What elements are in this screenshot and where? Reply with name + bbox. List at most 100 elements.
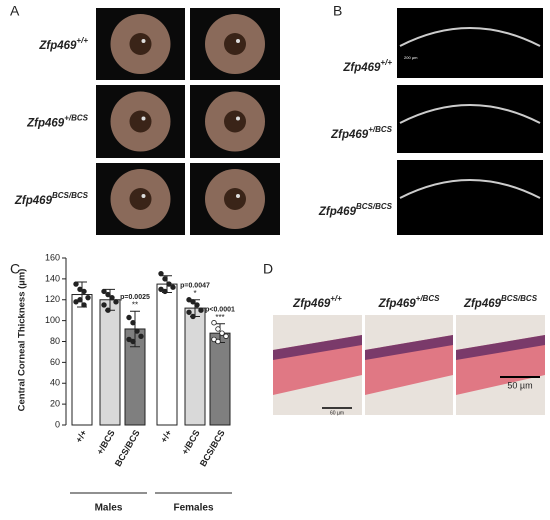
genotype-label: Zfp469+/BCS [26, 114, 89, 130]
data-point [126, 314, 132, 321]
y-tick-label: 120 [45, 294, 60, 304]
photo-glint [141, 116, 146, 121]
y-axis-title: Central Corneal Thickness (µm) [17, 269, 28, 412]
x-tick-label: BCS/BCS [113, 428, 142, 468]
data-point [194, 302, 200, 308]
scale-label: 60 µm [330, 410, 344, 416]
data-point [215, 326, 221, 332]
data-point [223, 333, 229, 339]
group-label: Females [173, 503, 213, 514]
x-tick-label: +/+ [159, 428, 174, 444]
significance: *** [215, 313, 224, 322]
y-tick-label: 100 [45, 315, 60, 325]
scale-label: 200 µm [404, 55, 418, 60]
p-value: p<0.0001 [205, 307, 235, 314]
genotype-label: Zfp469+/BCS [378, 294, 441, 310]
epithelium [456, 335, 545, 360]
genotype-label: Zfp469+/+ [342, 58, 392, 74]
data-point [134, 328, 140, 334]
scale-label: 50 µm [507, 380, 532, 390]
genotype-label: Zfp469+/+ [292, 294, 342, 310]
data-point [77, 297, 83, 303]
oct-image [397, 8, 543, 78]
x-tick-label: +/BCS [95, 428, 117, 456]
oct-cornea [399, 27, 541, 47]
allele: +/+ [330, 294, 342, 303]
bar [156, 283, 178, 426]
gene: Zfp469 [292, 298, 331, 310]
data-point [158, 270, 164, 277]
bar [71, 294, 93, 426]
allele: +/BCS [368, 125, 392, 134]
y-tick-label: 0 [55, 419, 60, 429]
data-point [81, 288, 87, 295]
photo-eye [224, 33, 246, 55]
data-point [186, 309, 192, 315]
epithelium [273, 335, 362, 360]
photo-glint [236, 116, 240, 121]
y-tick-label: 140 [45, 273, 60, 283]
bar [99, 299, 121, 426]
oct-cornea [399, 104, 541, 124]
genotype-label: Zfp469+/+ [38, 36, 88, 52]
genotype-label: Zfp469BCS/BCS [14, 191, 89, 207]
photo-glint [236, 39, 240, 43]
gene: Zfp469 [378, 298, 417, 310]
data-point [130, 320, 136, 326]
data-point [81, 302, 87, 308]
gene: Zfp469 [38, 40, 77, 52]
gene: Zfp469 [330, 129, 369, 141]
data-point [190, 299, 196, 305]
photo-eye [129, 110, 152, 133]
data-point [170, 284, 176, 290]
y-tick-label: 80 [50, 336, 60, 346]
data-point [105, 307, 111, 313]
gene: Zfp469 [463, 298, 502, 310]
data-point [105, 291, 111, 298]
photo-eye [224, 188, 246, 210]
y-tick-label: 60 [50, 357, 60, 367]
allele: BCS/BCS [501, 294, 538, 303]
panel-label: B [333, 3, 342, 19]
genotype-label: Zfp469BCS/BCS [463, 294, 538, 310]
gene: Zfp469 [318, 206, 357, 218]
x-tick-label: +/BCS [180, 428, 202, 456]
genotype-label: Zfp469+/BCS [330, 125, 393, 141]
significance: * [193, 289, 196, 298]
data-point [138, 333, 144, 339]
x-tick-label: BCS/BCS [198, 428, 227, 468]
oct-cornea [399, 179, 541, 199]
data-point [198, 307, 204, 313]
bar [209, 332, 231, 426]
data-point [162, 288, 168, 295]
epithelium [365, 335, 453, 360]
photo-eye [129, 188, 152, 210]
data-point [113, 299, 119, 305]
panel-label: A [10, 3, 20, 19]
y-tick-label: 40 [50, 378, 60, 388]
data-point [215, 338, 221, 345]
data-point [73, 281, 79, 287]
data-point [219, 330, 225, 336]
gene: Zfp469 [14, 195, 53, 207]
y-tick-label: 160 [45, 252, 60, 262]
significance: ** [132, 300, 138, 309]
allele: BCS/BCS [356, 202, 393, 211]
p-value: p=0.0025 [120, 294, 150, 301]
allele: +/+ [76, 36, 88, 45]
y-tick-label: 20 [50, 399, 60, 409]
gene: Zfp469 [342, 62, 381, 74]
photo-eye [129, 33, 152, 55]
oct-image [397, 85, 543, 153]
x-tick-label: +/+ [74, 428, 89, 444]
data-point [130, 338, 136, 345]
data-point [101, 288, 107, 295]
photo-glint [236, 194, 240, 198]
allele: +/BCS [416, 294, 440, 303]
gene: Zfp469 [26, 118, 65, 130]
data-point [166, 281, 172, 287]
data-point [190, 313, 196, 320]
allele: +/+ [380, 58, 392, 67]
genotype-label: Zfp469BCS/BCS [318, 202, 393, 218]
